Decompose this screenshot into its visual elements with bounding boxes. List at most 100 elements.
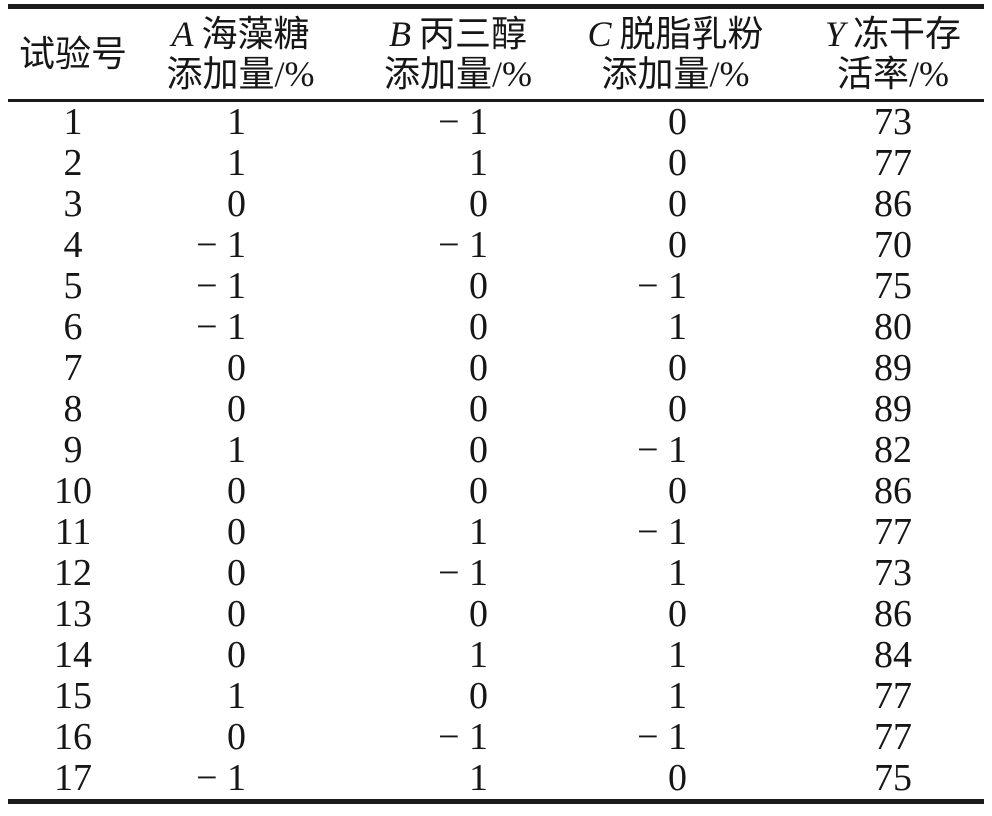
cell-response-y: 73 bbox=[874, 552, 912, 594]
table-row: 15 1 0 1 77 bbox=[8, 676, 984, 717]
cell-factor-a: 0 bbox=[227, 552, 246, 594]
table-row: 1 1 − 1 0 73 bbox=[8, 101, 984, 144]
cell-run-no: 11 bbox=[54, 511, 92, 553]
header-factor-b-line2: 添加量/% bbox=[384, 54, 532, 94]
cell-factor-b: 0 bbox=[469, 306, 488, 348]
table-row: 5 − 1 0 − 1 75 bbox=[8, 266, 984, 307]
cell-response-y: 77 bbox=[874, 142, 912, 184]
cell-factor-a: 0 bbox=[227, 388, 246, 430]
cell-factor-c: 1 bbox=[668, 306, 687, 348]
cell-factor-c: 1 bbox=[668, 552, 687, 594]
header-response-y: Y 冻干存 活率/% bbox=[778, 6, 984, 102]
factor-c-name: 脱脂乳粉 bbox=[619, 14, 764, 54]
header-factor-a-line1: A 海藻糖 bbox=[138, 14, 343, 54]
cell-factor-a: 0 bbox=[227, 470, 246, 512]
cell-factor-b: − 1 bbox=[438, 101, 488, 143]
header-run-no-label: 试验号 bbox=[18, 34, 127, 74]
cell-factor-a: 1 bbox=[227, 142, 246, 184]
cell-factor-a: 0 bbox=[227, 183, 246, 225]
table-row: 11 0 1 − 1 77 bbox=[8, 512, 984, 553]
cell-factor-a: 1 bbox=[227, 101, 246, 143]
table-row: 17 − 1 1 0 75 bbox=[8, 758, 984, 802]
header-run-no: 试验号 bbox=[8, 6, 138, 102]
cell-response-y: 75 bbox=[874, 757, 912, 799]
cell-run-no: 4 bbox=[63, 224, 83, 266]
factor-a-letter: A bbox=[171, 14, 194, 54]
cell-factor-a: 0 bbox=[227, 347, 246, 389]
cell-run-no: 2 bbox=[63, 142, 83, 184]
header-factor-a-line2: 添加量/% bbox=[166, 54, 315, 94]
cell-factor-b: − 1 bbox=[438, 224, 488, 266]
cell-response-y: 75 bbox=[874, 265, 912, 307]
factor-c-letter: C bbox=[587, 14, 612, 54]
cell-run-no: 13 bbox=[54, 593, 92, 635]
cell-factor-b: 1 bbox=[469, 634, 488, 676]
header-factor-c: C 脱脂乳粉 添加量/% bbox=[573, 6, 778, 102]
cell-response-y: 89 bbox=[874, 388, 912, 430]
cell-factor-c: 1 bbox=[668, 675, 687, 717]
table-row: 9 1 0 − 1 82 bbox=[8, 430, 984, 471]
cell-factor-c: 0 bbox=[668, 388, 687, 430]
cell-response-y: 77 bbox=[874, 511, 912, 553]
cell-factor-b: 0 bbox=[469, 470, 488, 512]
cell-factor-b: 1 bbox=[469, 511, 488, 553]
cell-run-no: 6 bbox=[63, 306, 83, 348]
cell-factor-b: 0 bbox=[469, 265, 488, 307]
cell-factor-c: − 1 bbox=[637, 429, 687, 471]
header-factor-a: A 海藻糖 添加量/% bbox=[138, 6, 343, 102]
table-row: 10 0 0 0 86 bbox=[8, 471, 984, 512]
cell-factor-b: − 1 bbox=[438, 716, 488, 758]
cell-factor-b: 0 bbox=[469, 347, 488, 389]
cell-response-y: 70 bbox=[874, 224, 912, 266]
table-row: 14 0 1 1 84 bbox=[8, 635, 984, 676]
cell-response-y: 86 bbox=[874, 593, 912, 635]
cell-response-y: 77 bbox=[874, 716, 912, 758]
table-row: 8 0 0 0 89 bbox=[8, 389, 984, 430]
cell-run-no: 7 bbox=[63, 347, 83, 389]
table-row: 12 0 − 1 1 73 bbox=[8, 553, 984, 594]
cell-factor-c: − 1 bbox=[637, 511, 687, 553]
header-response-y-line1: Y 冻干存 bbox=[802, 14, 984, 54]
header-response-y-line2: 活率/% bbox=[837, 54, 949, 94]
header-factor-b: B 丙三醇 添加量/% bbox=[343, 6, 573, 102]
cell-factor-c: 0 bbox=[668, 183, 687, 225]
cell-response-y: 84 bbox=[874, 634, 912, 676]
cell-factor-c: 0 bbox=[668, 101, 687, 143]
cell-run-no: 14 bbox=[54, 634, 92, 676]
cell-factor-a: 1 bbox=[227, 429, 246, 471]
cell-run-no: 9 bbox=[63, 429, 83, 471]
table-row: 3 0 0 0 86 bbox=[8, 184, 984, 225]
cell-run-no: 16 bbox=[54, 716, 92, 758]
cell-response-y: 77 bbox=[874, 675, 912, 717]
cell-factor-a: 0 bbox=[227, 716, 246, 758]
cell-factor-a: 0 bbox=[227, 511, 246, 553]
table-row: 16 0 − 1 − 1 77 bbox=[8, 717, 984, 758]
table-row: 4 − 1 − 1 0 70 bbox=[8, 225, 984, 266]
cell-factor-a: − 1 bbox=[196, 265, 246, 307]
cell-factor-c: 0 bbox=[668, 224, 687, 266]
table-row: 2 1 1 0 77 bbox=[8, 143, 984, 184]
header-factor-b-line1: B 丙三醇 bbox=[343, 14, 573, 54]
cell-response-y: 86 bbox=[874, 183, 912, 225]
cell-run-no: 5 bbox=[63, 265, 83, 307]
cell-response-y: 80 bbox=[874, 306, 912, 348]
cell-factor-b: 0 bbox=[469, 183, 488, 225]
cell-run-no: 10 bbox=[54, 470, 92, 512]
cell-response-y: 89 bbox=[874, 347, 912, 389]
cell-run-no: 15 bbox=[54, 675, 92, 717]
cell-factor-a: − 1 bbox=[196, 224, 246, 266]
cell-factor-a: 0 bbox=[227, 593, 246, 635]
cell-factor-a: − 1 bbox=[196, 306, 246, 348]
cell-factor-b: 0 bbox=[469, 675, 488, 717]
cell-factor-b: 0 bbox=[469, 429, 488, 471]
cell-run-no: 12 bbox=[54, 552, 92, 594]
cell-factor-c: 0 bbox=[668, 757, 687, 799]
cell-run-no: 8 bbox=[63, 388, 83, 430]
cell-factor-a: 0 bbox=[227, 634, 246, 676]
cell-run-no: 1 bbox=[63, 101, 83, 143]
cell-factor-b: 0 bbox=[469, 388, 488, 430]
cell-factor-c: − 1 bbox=[637, 265, 687, 307]
cell-factor-a: 1 bbox=[227, 675, 246, 717]
